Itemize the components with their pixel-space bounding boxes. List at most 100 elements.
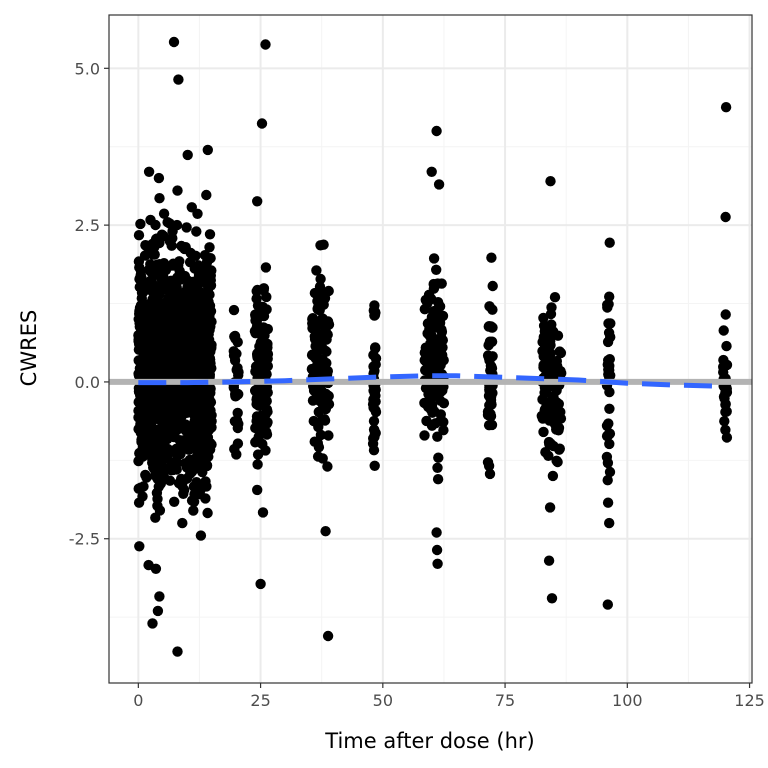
data-point-outlier xyxy=(256,118,268,129)
y-tick-label: 5.0 xyxy=(75,59,100,78)
data-point xyxy=(174,298,185,309)
data-point xyxy=(433,351,444,362)
data-point xyxy=(603,355,614,366)
data-point xyxy=(158,271,169,282)
data-point xyxy=(604,291,615,302)
data-point-outlier xyxy=(201,189,212,201)
data-point-outlier xyxy=(143,559,154,571)
data-point xyxy=(604,403,615,414)
data-point xyxy=(322,365,333,377)
data-point xyxy=(134,302,146,314)
data-point xyxy=(188,505,199,516)
data-point xyxy=(308,415,319,427)
data-point xyxy=(152,500,163,511)
data-point xyxy=(159,435,170,446)
data-point xyxy=(181,222,192,233)
data-point xyxy=(204,313,215,324)
data-point xyxy=(182,434,194,445)
data-point xyxy=(197,262,208,273)
data-point xyxy=(487,280,498,292)
data-point xyxy=(190,417,201,428)
data-point xyxy=(603,299,614,310)
data-point xyxy=(229,443,240,455)
data-point xyxy=(486,336,498,347)
data-point xyxy=(261,395,272,407)
data-point xyxy=(549,292,561,303)
data-point xyxy=(168,431,180,443)
data-point xyxy=(250,422,261,434)
data-point xyxy=(186,466,198,477)
data-point xyxy=(181,404,192,416)
data-point xyxy=(150,337,161,348)
y-tick-label: -2.5 xyxy=(69,530,100,549)
data-point xyxy=(426,293,437,305)
data-point xyxy=(309,436,320,447)
data-point xyxy=(262,417,273,428)
data-point xyxy=(189,297,200,308)
data-point xyxy=(151,487,163,499)
data-point-outlier xyxy=(322,630,334,642)
data-point xyxy=(177,318,189,330)
data-point xyxy=(316,354,327,366)
data-point xyxy=(603,418,614,429)
data-point xyxy=(195,390,206,401)
data-point xyxy=(319,415,331,426)
data-point-outlier xyxy=(602,599,613,610)
x-tick-label: 0 xyxy=(133,691,143,710)
data-point xyxy=(167,233,178,244)
data-point xyxy=(316,386,328,397)
data-point xyxy=(200,476,211,487)
data-point xyxy=(720,406,731,418)
data-point xyxy=(546,370,557,382)
data-point-outlier xyxy=(432,558,443,569)
data-point xyxy=(155,281,166,292)
data-point-outlier xyxy=(604,517,615,529)
data-point xyxy=(318,239,329,250)
data-point-outlier xyxy=(720,211,731,223)
data-point xyxy=(195,442,206,453)
data-point xyxy=(438,416,449,428)
data-point-outlier xyxy=(152,605,164,617)
data-point xyxy=(368,349,379,361)
data-point xyxy=(719,416,730,427)
data-point xyxy=(261,369,272,380)
data-point xyxy=(604,364,615,376)
data-point xyxy=(183,348,195,359)
data-point xyxy=(166,240,177,251)
data-point xyxy=(166,329,177,341)
y-axis: -2.5 0.0 2.5 5.0 xyxy=(69,59,109,549)
data-point xyxy=(204,398,215,409)
data-point xyxy=(191,226,202,237)
data-point xyxy=(605,331,616,343)
data-point xyxy=(604,466,616,478)
data-point xyxy=(323,285,334,297)
data-point xyxy=(171,361,183,372)
data-point xyxy=(425,327,436,338)
data-point xyxy=(195,352,206,364)
data-point xyxy=(140,430,151,442)
data-point-outlier xyxy=(431,125,442,137)
data-point xyxy=(175,274,186,285)
data-point xyxy=(551,455,562,466)
data-point xyxy=(438,425,449,436)
data-point xyxy=(174,256,185,267)
data-point xyxy=(307,318,318,329)
data-point xyxy=(315,273,326,285)
data-point xyxy=(188,496,200,507)
data-point xyxy=(538,426,549,438)
data-point xyxy=(144,358,155,370)
data-point xyxy=(550,401,562,412)
data-point xyxy=(258,336,269,347)
data-point xyxy=(204,444,216,455)
data-point xyxy=(538,312,549,324)
data-point xyxy=(250,309,261,320)
data-point-outlier xyxy=(202,144,213,156)
data-point xyxy=(252,459,263,470)
data-point xyxy=(485,365,496,376)
data-point xyxy=(151,456,162,467)
x-axis-title: Time after dose (hr) xyxy=(324,729,534,753)
y-tick-label: 2.5 xyxy=(75,216,100,235)
data-point xyxy=(721,359,733,371)
data-point xyxy=(421,415,432,427)
data-point xyxy=(160,319,171,330)
